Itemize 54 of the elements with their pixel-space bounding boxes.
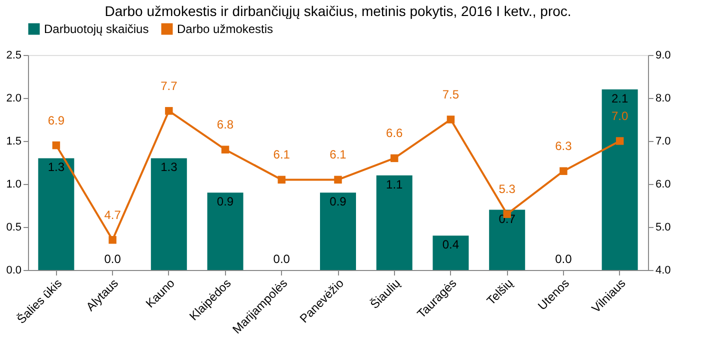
point — [278, 176, 286, 184]
data-label: 0.0 — [273, 252, 290, 266]
point — [221, 146, 230, 154]
point — [165, 107, 173, 115]
point — [616, 137, 624, 145]
data-label: 0.9 — [216, 194, 234, 209]
y-tick-label: 0.5 — [6, 222, 22, 234]
y-tick-label: 1.0 — [6, 178, 22, 190]
data-label: 0.0 — [555, 252, 572, 266]
data-label: 1.3 — [160, 160, 178, 174]
y2-tick-label: 9.0 — [656, 50, 671, 62]
legend-label: Darbuotojų skaičius — [44, 22, 149, 36]
data-label: 7.7 — [160, 78, 178, 93]
bar — [150, 158, 187, 270]
bar — [432, 236, 469, 270]
y2-tick-label: 7.0 — [656, 136, 671, 148]
y2-tick-label: 6.0 — [656, 178, 671, 190]
bar — [376, 175, 412, 270]
data-label: 7.0 — [611, 109, 628, 123]
y-tick-label: 0.0 — [6, 264, 22, 276]
y-tick-label: 2.0 — [6, 92, 22, 104]
data-label: 0.9 — [330, 194, 347, 209]
legend-label: Darbo užmokestis — [177, 22, 274, 36]
y2-tick-label: 5.0 — [656, 222, 671, 234]
data-label: 6.9 — [48, 113, 65, 128]
data-label: 1.3 — [48, 160, 65, 174]
bar — [320, 192, 356, 270]
data-label: 6.8 — [216, 118, 234, 132]
point — [446, 116, 455, 124]
bar — [38, 158, 74, 270]
point — [108, 236, 116, 244]
data-label: 5.3 — [498, 182, 516, 196]
point — [560, 167, 568, 175]
data-label: 6.1 — [330, 148, 347, 162]
bar — [489, 210, 526, 270]
data-label: 0.0 — [104, 252, 122, 266]
data-label: 7.5 — [442, 88, 460, 102]
y-tick-label: 2.5 — [6, 50, 22, 62]
y-tick-label: 1.5 — [6, 136, 22, 148]
y2-tick-label: 4.0 — [656, 264, 671, 276]
point — [52, 141, 60, 150]
bar — [602, 89, 638, 270]
data-label: 1.1 — [386, 177, 404, 192]
data-label: 6.6 — [386, 126, 404, 140]
y2-tick-label: 8.0 — [656, 92, 671, 104]
data-label: 6.3 — [555, 139, 572, 154]
data-label: 0.4 — [442, 238, 460, 252]
data-label: 6.1 — [273, 148, 290, 162]
chart-title: Darbo užmokestis ir dirbančiųjų skaičius, metinis pokytis, 2016 I ketv., proc. — [104, 3, 572, 19]
bar — [207, 192, 244, 270]
point — [334, 176, 342, 184]
data-label: 4.7 — [104, 208, 122, 222]
point — [390, 154, 398, 162]
data-label: 2.1 — [611, 91, 628, 106]
